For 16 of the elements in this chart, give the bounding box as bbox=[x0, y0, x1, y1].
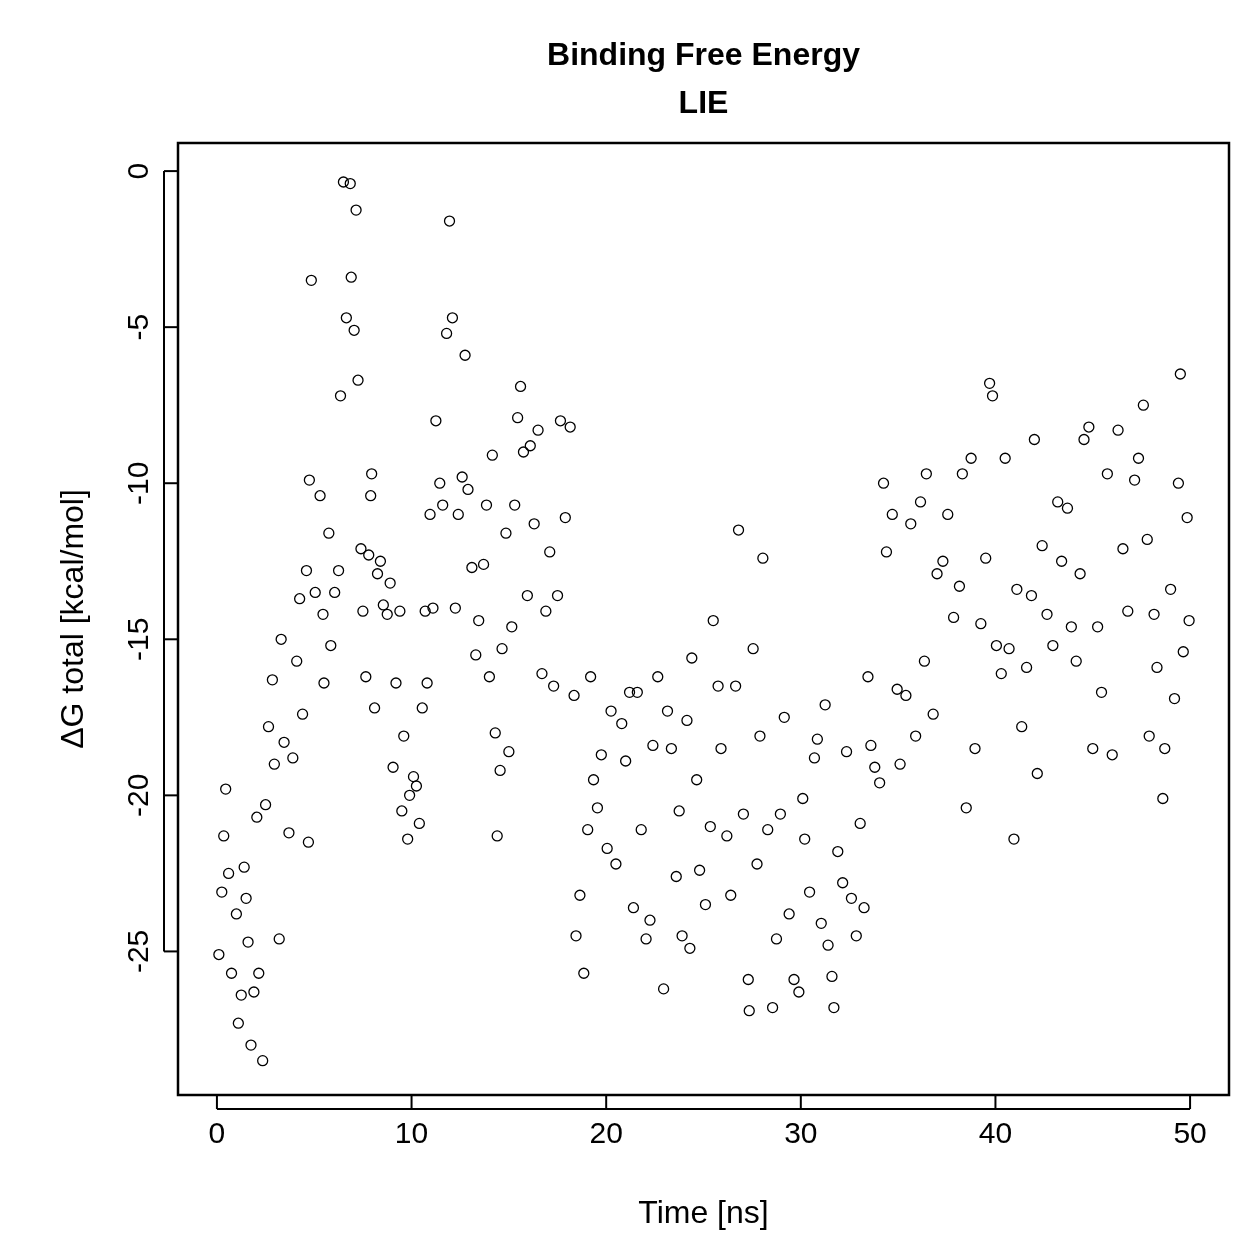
x-tick-label: 20 bbox=[589, 1116, 623, 1149]
x-tick-label: 0 bbox=[208, 1116, 226, 1149]
y-tick-label: -20 bbox=[121, 773, 154, 818]
y-tick-label: -15 bbox=[121, 617, 154, 661]
chart-title: Binding Free Energy bbox=[547, 36, 861, 72]
y-tick-label: -25 bbox=[121, 929, 154, 974]
x-tick-label: 40 bbox=[978, 1116, 1013, 1149]
y-tick-label: -5 bbox=[121, 313, 154, 341]
x-tick-label: 30 bbox=[784, 1116, 818, 1149]
y-tick-label: -10 bbox=[121, 461, 154, 505]
y-tick-label: 0 bbox=[121, 162, 154, 180]
x-axis-title: Time [ns] bbox=[638, 1194, 769, 1230]
x-tick-label: 50 bbox=[1173, 1116, 1207, 1149]
chart-subtitle: LIE bbox=[678, 84, 729, 120]
y-axis-title: ΔG total [kcal/mol] bbox=[54, 489, 90, 749]
x-tick-label: 10 bbox=[394, 1116, 429, 1149]
